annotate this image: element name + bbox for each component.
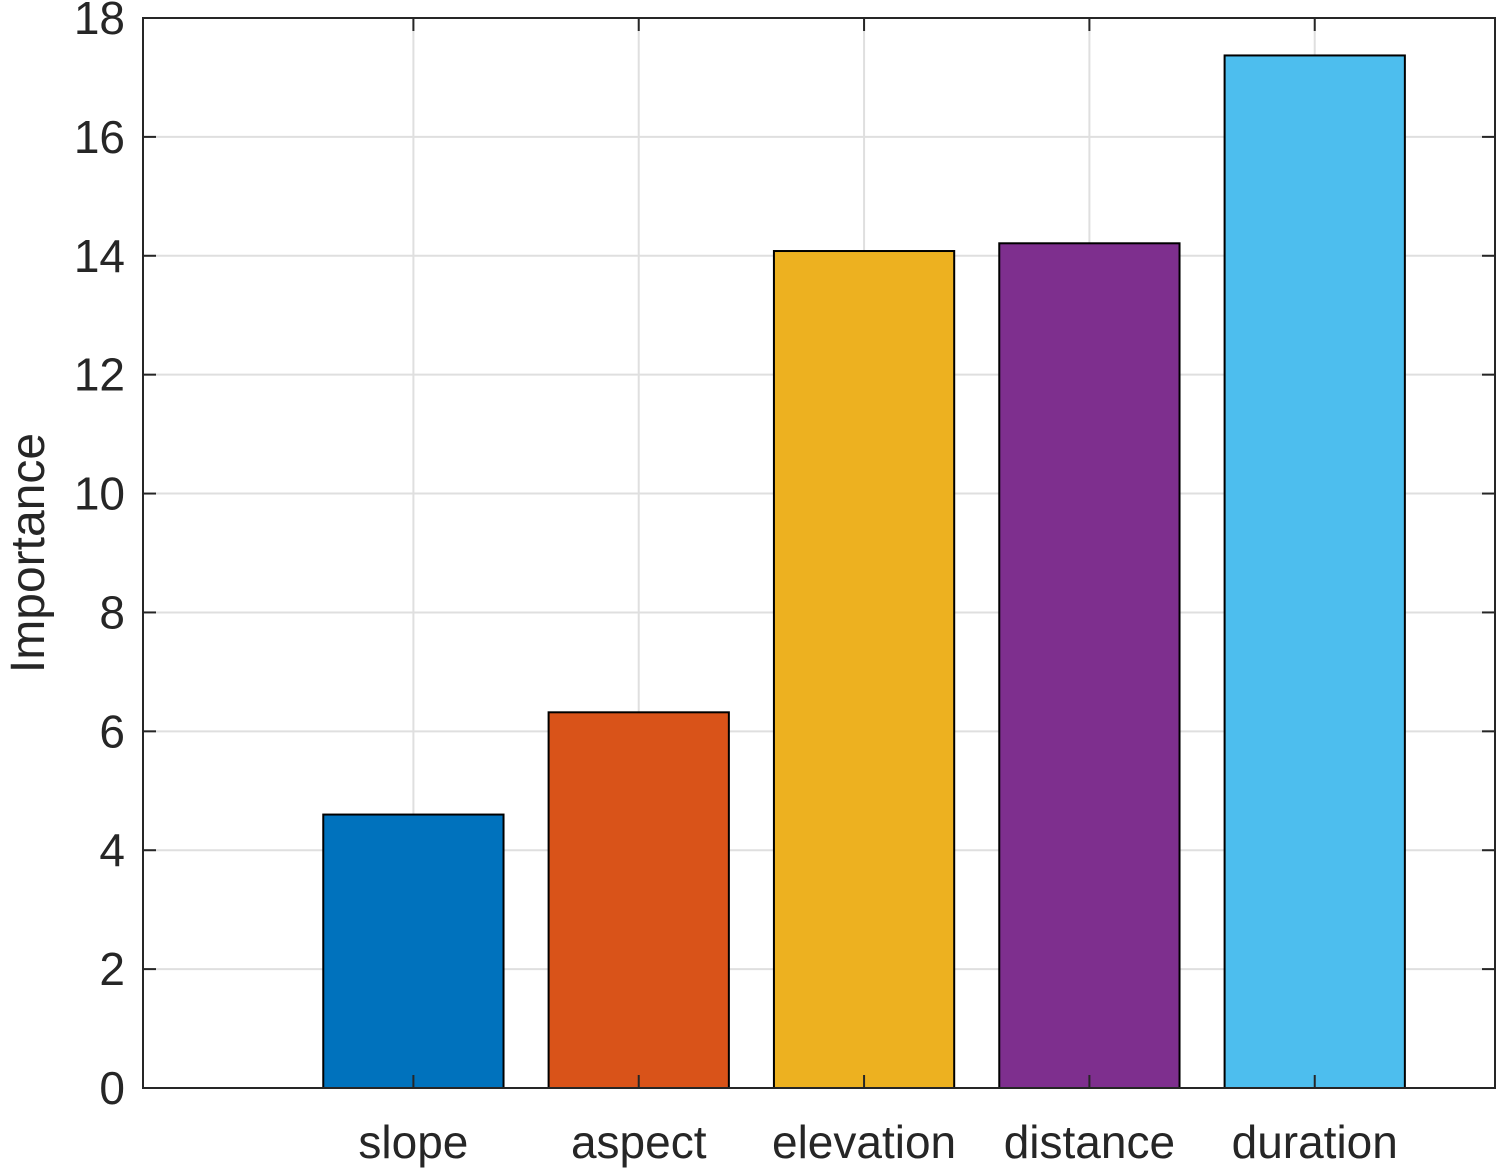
bar-duration bbox=[1223, 54, 1406, 1090]
y-tick-label: 16 bbox=[74, 111, 125, 163]
x-tick-label-elevation: elevation bbox=[772, 1116, 956, 1168]
y-axis-label: Importance bbox=[2, 433, 55, 673]
bar-aspect bbox=[547, 711, 730, 1089]
x-tick-label-slope: slope bbox=[358, 1116, 468, 1168]
tick-labels: 0 2 4 6 8 10 12 14 16 18 slope aspect elevation dista… bbox=[74, 0, 1398, 1168]
x-tick-label-distance: distance bbox=[1004, 1116, 1175, 1168]
y-tick-label: 4 bbox=[99, 824, 125, 876]
bar-distance bbox=[998, 242, 1181, 1090]
y-tick-label: 2 bbox=[99, 943, 125, 995]
plot-frame bbox=[142, 17, 1496, 1089]
bar-slope bbox=[322, 813, 505, 1089]
x-tick-label-duration: duration bbox=[1232, 1116, 1398, 1168]
x-tick-label-aspect: aspect bbox=[571, 1116, 707, 1168]
bars bbox=[322, 54, 1406, 1090]
y-tick-label: 12 bbox=[74, 349, 125, 401]
y-tick-label: 8 bbox=[99, 586, 125, 638]
y-tick-label: 14 bbox=[74, 230, 125, 282]
y-tick-label: 0 bbox=[99, 1062, 125, 1114]
y-tick-label: 18 bbox=[74, 0, 125, 44]
bar-elevation bbox=[772, 250, 956, 1089]
y-tick-label: 10 bbox=[74, 468, 125, 520]
y-tick-label: 6 bbox=[99, 705, 125, 757]
ticks bbox=[143, 17, 1495, 1089]
